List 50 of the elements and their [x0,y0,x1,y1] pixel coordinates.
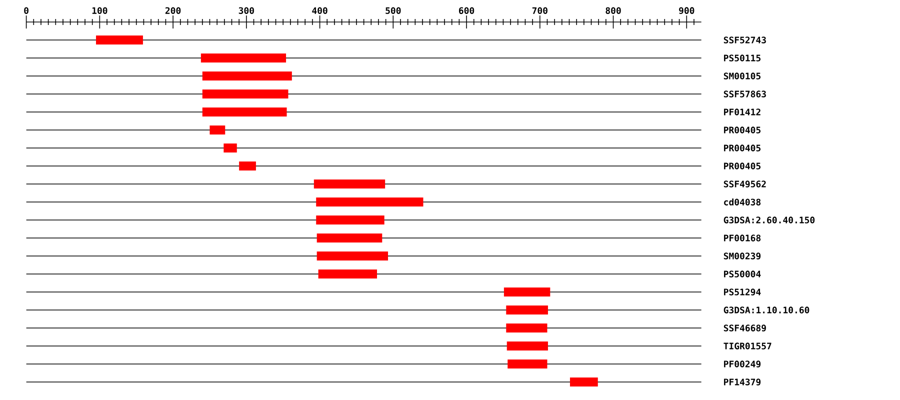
y-tick-label: SSF52743 [724,36,766,44]
y-tick-label: PR00405 [724,126,761,134]
bar [224,144,237,153]
y-tick-label: PF00168 [724,234,761,242]
y-tick-label: PF01412 [724,108,760,116]
x-tick-label: 200 [165,7,181,14]
y-tick-label: G3DSA:1.10.10.60 [724,306,810,314]
bar [570,378,598,387]
y-tick-label: SM00239 [724,252,761,260]
x-tick-label: 0 [24,7,28,14]
y-tick-label: PS50004 [724,270,761,278]
x-tick-label: 800 [606,7,621,14]
x-tick-label: 300 [238,7,254,14]
bar [202,72,292,81]
x-tick-label: 600 [459,7,474,14]
bar [508,360,548,369]
bar [316,216,384,225]
y-tick-label: SSF57863 [724,90,766,98]
y-tick-label: SSF49562 [724,180,766,188]
y-tick-label: PS50115 [724,54,761,62]
bar [316,252,388,261]
y-tick-label: cd04038 [724,198,761,206]
bar [506,306,548,315]
bar [316,198,424,207]
y-tick-label: TIGR01557 [724,342,772,350]
x-tick-label: 500 [386,7,401,14]
y-tick-label: SSF46689 [724,324,766,332]
bar [504,288,550,297]
y-tick-label: G3DSA:2.60.40.150 [724,216,815,224]
bar [506,324,548,333]
y-tick-label: PF14379 [724,378,761,386]
y-tick-label: PR00405 [724,144,761,152]
bar [96,36,143,45]
bar [239,162,256,171]
bar [318,270,378,279]
y-tick-label: SM00105 [724,72,761,80]
x-tick-label: 100 [92,7,108,14]
bar [316,234,382,243]
bar [314,180,386,189]
x-tick-label: 400 [312,7,328,14]
x-tick-label: 700 [532,7,548,14]
bar [506,342,548,351]
bar [210,126,226,135]
y-tick-label: PS51294 [724,288,761,296]
x-tick-label: 900 [679,7,694,14]
y-tick-label: PR00405 [724,162,761,170]
bar [202,108,287,117]
bar [200,54,286,63]
bar [202,90,288,99]
y-tick-label: PF00249 [724,360,761,368]
